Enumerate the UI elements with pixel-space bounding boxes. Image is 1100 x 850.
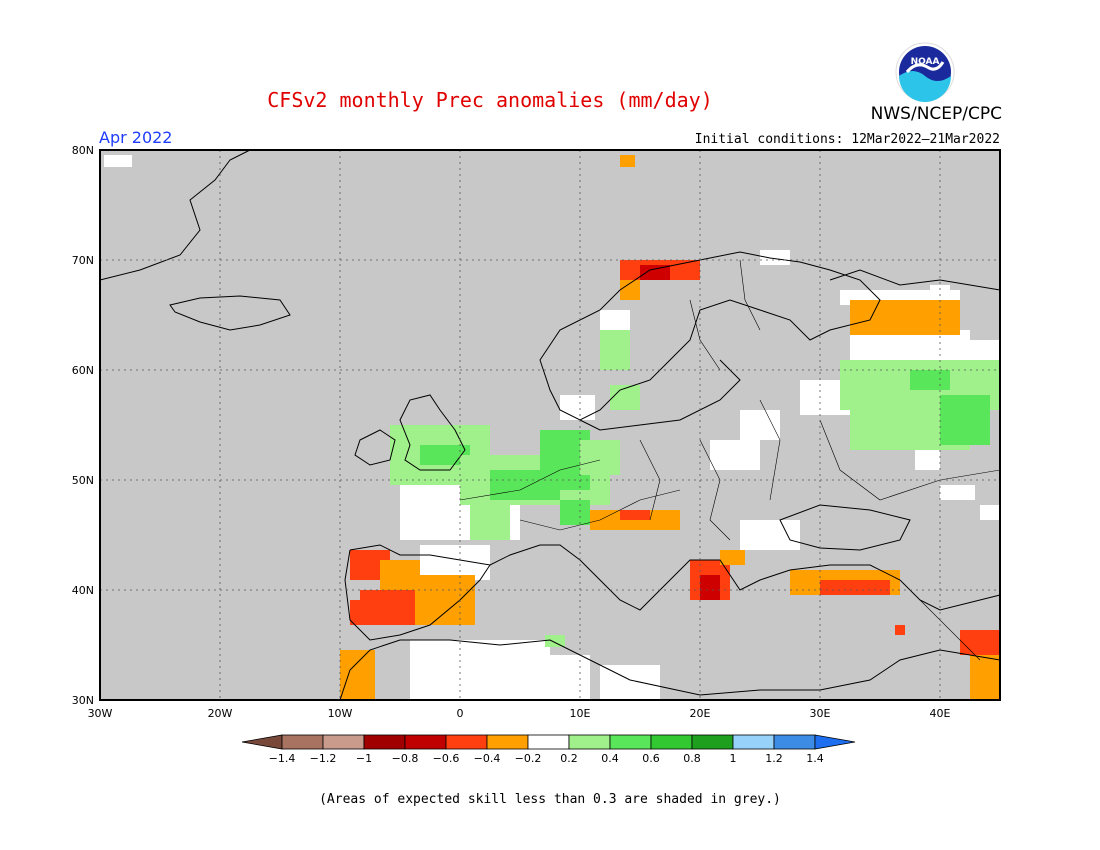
colorbar-label: −0.4: [474, 752, 501, 765]
lon-tick-label: 30E: [810, 707, 831, 720]
colorbar-swatch: [363, 734, 406, 750]
colorbar-swatch: [445, 734, 488, 750]
colorbar-label: −0.6: [433, 752, 460, 765]
lon-tick-label: 20W: [208, 707, 233, 720]
lon-tick-label: 0: [457, 707, 464, 720]
coastline-black-sea: [779, 504, 911, 551]
noaa-logo: NOAA: [895, 42, 955, 102]
colorbar-swatch: [732, 734, 775, 750]
agency-label: NWS/NCEP/CPC: [870, 104, 1002, 124]
colorbar-swatch: [527, 734, 570, 750]
coastline-scandinavia: [539, 251, 881, 421]
colorbar-label: 0.4: [601, 752, 619, 765]
lat-axis: 30N 40N 50N 60N 70N 80N: [72, 144, 94, 707]
colorbar-label: 0.2: [560, 752, 578, 765]
colorbar-arrow-left: [241, 734, 283, 750]
colorbar-label: −1: [356, 752, 372, 765]
lon-tick-label: 10W: [328, 707, 353, 720]
coastline-britain: [399, 394, 466, 471]
dry-areas: [340, 155, 1000, 700]
anomaly-map: 30N 40N 50N 60N 70N 80N 30W 20W 10W 0 10…: [72, 144, 1001, 765]
coastline-baltic: [579, 359, 741, 431]
colorbar-label: −1.4: [269, 752, 296, 765]
colorbar-label: −1.2: [310, 752, 337, 765]
coastline-europe: [349, 544, 1001, 611]
colorbar-swatch: [691, 734, 734, 750]
colorbar-swatch: [404, 734, 447, 750]
coastline-ireland: [354, 429, 396, 466]
colorbar-swatch: [773, 734, 816, 750]
map-frame: [99, 149, 1001, 701]
colorbar-swatch: [486, 734, 529, 750]
borders: [459, 259, 1001, 661]
colorbar-swatch: [281, 734, 324, 750]
coastline-iberia: [344, 549, 491, 641]
graticule: [100, 150, 1000, 700]
chart-title: CFSv2 monthly Prec anomalies (mm/day): [267, 88, 713, 112]
colorbar-swatch: [609, 734, 652, 750]
lat-tick-label: 30N: [72, 694, 94, 707]
colorbar-swatch: [650, 734, 693, 750]
noaa-logo-text: NOAA: [911, 57, 940, 67]
forecast-month: Apr 2022: [99, 128, 173, 147]
colorbar-label: 1.2: [765, 752, 783, 765]
lat-tick-label: 60N: [72, 364, 94, 377]
lat-tick-label: 50N: [72, 474, 94, 487]
footnote: (Areas of expected skill less than 0.3 a…: [319, 792, 781, 807]
coastline-iceland: [169, 295, 291, 331]
colorbar-swatch: [568, 734, 611, 750]
lat-tick-label: 40N: [72, 584, 94, 597]
colorbar-label: 1.4: [806, 752, 824, 765]
colorbar-label: 1: [730, 752, 737, 765]
lat-tick-label: 70N: [72, 254, 94, 267]
colorbar-label: 0.6: [642, 752, 660, 765]
coastlines: [99, 149, 1001, 701]
lon-tick-label: 10E: [570, 707, 591, 720]
colorbar-label: 0.8: [683, 752, 701, 765]
coastline-greenland: [99, 149, 251, 281]
colorbar-label: −0.2: [515, 752, 542, 765]
colorbar: −1.4 −1.2 −1 −0.8 −0.6 −0.4 −0.2 0.2 0.4 0.6 0.8 1 1…: [241, 734, 856, 765]
initial-conditions: Initial conditions: 12Mar2022–21Mar2022: [694, 132, 1000, 147]
lon-tick-label: 20E: [690, 707, 711, 720]
colorbar-label: −0.8: [392, 752, 419, 765]
coastline-white-sea: [829, 269, 1001, 291]
lon-axis: 30W 20W 10W 0 10E 20E 30E 40E: [88, 707, 951, 720]
coastline-north-africa: [339, 639, 1001, 701]
lon-tick-label: 40E: [930, 707, 951, 720]
colorbar-swatch: [322, 734, 365, 750]
lat-tick-label: 80N: [72, 144, 94, 157]
colorbar-arrow-right: [814, 734, 856, 750]
lon-tick-label: 30W: [88, 707, 113, 720]
